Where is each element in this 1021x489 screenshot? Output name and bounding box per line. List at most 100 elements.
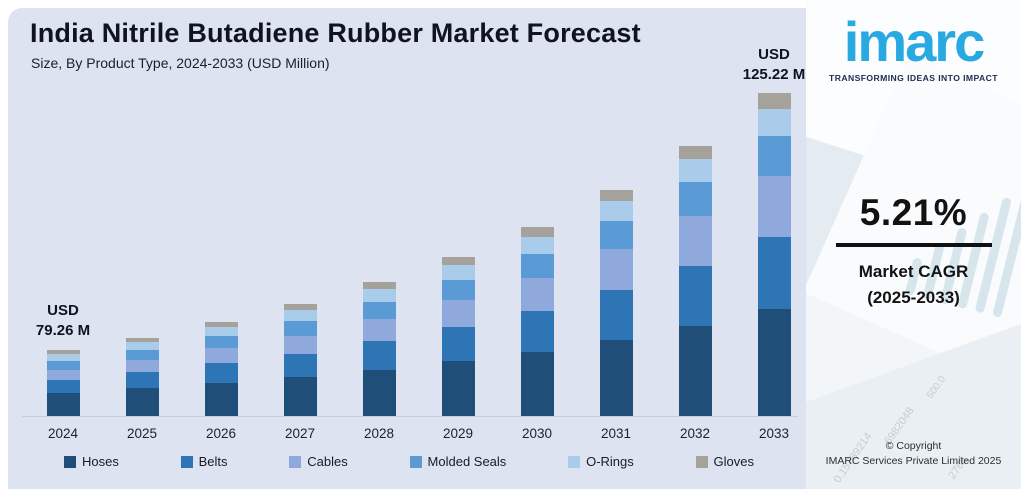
- x-axis-label-2024: 2024: [47, 426, 79, 441]
- segment-molded-seals-2025: [125, 350, 159, 360]
- segment-molded-seals-2028: [362, 302, 396, 319]
- bar-2031: [599, 190, 633, 416]
- segment-belts-2026: [204, 363, 238, 383]
- segment-o-rings-2026: [204, 327, 238, 336]
- value-label-2024-currency: USD: [47, 302, 79, 319]
- legend-label-o-rings: O-Rings: [586, 454, 634, 469]
- cagr-block: 5.21% Market CAGR (2025-2033): [806, 192, 1021, 310]
- segment-cables-2026: [204, 348, 238, 363]
- bar-2029: [441, 257, 475, 416]
- imarc-logo: imarc TRANSFORMING IDEAS INTO IMPACT: [806, 10, 1021, 84]
- plot-area: USD 79.26 M USD 125.22 M: [8, 8, 806, 417]
- segment-belts-2028: [362, 341, 396, 370]
- legend-item-belts: Belts: [180, 454, 228, 469]
- segment-molded-seals-2033: [757, 136, 791, 176]
- bar-2024: [46, 350, 80, 416]
- legend-swatch-molded-seals: [409, 455, 422, 468]
- segment-o-rings-2030: [520, 237, 554, 254]
- x-axis-label-2028: 2028: [363, 426, 395, 441]
- x-axis-label-2030: 2030: [521, 426, 553, 441]
- value-label-2024-amount: 79.26 M: [35, 321, 91, 339]
- segment-belts-2030: [520, 311, 554, 352]
- legend: Hoses Belts Cables Molded Seals O-Rings Glove…: [64, 454, 754, 469]
- segment-hoses-2027: [283, 377, 317, 416]
- segment-belts-2031: [599, 290, 633, 340]
- legend-label-molded-seals: Molded Seals: [427, 454, 507, 469]
- segment-gloves-2033: [757, 93, 791, 109]
- cagr-value: 5.21%: [859, 192, 968, 233]
- segment-hoses-2033: [757, 309, 791, 416]
- watermark-number: 500.0: [924, 374, 949, 401]
- bar-2025: [125, 338, 159, 416]
- x-axis: 2024 2025 2026 2027 2028 2029 2030 2031 2032 2033: [8, 424, 806, 444]
- cagr-label: Market CAGR: [858, 262, 969, 281]
- segment-hoses-2028: [362, 370, 396, 416]
- cagr-divider: [835, 243, 992, 247]
- segment-molded-seals-2026: [204, 336, 238, 348]
- segment-hoses-2032: [678, 326, 712, 416]
- x-axis-line: [22, 416, 798, 417]
- segment-molded-seals-2029: [441, 280, 475, 300]
- segment-cables-2033: [757, 176, 791, 237]
- x-axis-label-2032: 2032: [679, 426, 711, 441]
- segment-gloves-2026: [204, 322, 238, 327]
- imarc-logo-wordmark: imarc: [843, 10, 985, 73]
- segment-gloves-2030: [520, 227, 554, 237]
- cagr-period: (2025-2033): [867, 287, 960, 307]
- chart-subtitle: Size, By Product Type, 2024-2033 (USD Mi…: [31, 55, 330, 71]
- legend-label-belts: Belts: [198, 454, 228, 469]
- segment-gloves-2031: [599, 190, 633, 201]
- bar-2028: [362, 282, 396, 416]
- bar-2027: [283, 304, 317, 416]
- legend-swatch-cables: [289, 455, 302, 468]
- segment-gloves-2029: [441, 257, 475, 265]
- segment-gloves-2024: [46, 350, 80, 354]
- segment-cables-2032: [678, 216, 712, 266]
- segment-gloves-2028: [362, 282, 396, 289]
- segment-hoses-2031: [599, 340, 633, 416]
- segment-gloves-2032: [678, 146, 712, 159]
- copyright: © Copyright IMARC Services Private Limit…: [806, 440, 1021, 467]
- legend-swatch-o-rings: [568, 455, 581, 468]
- x-axis-label-2027: 2027: [284, 426, 316, 441]
- x-axis-label-2029: 2029: [442, 426, 474, 441]
- value-label-2033: USD 125.22 M: [743, 45, 806, 84]
- segment-molded-seals-2030: [520, 254, 554, 278]
- segment-o-rings-2028: [362, 289, 396, 302]
- x-axis-label-2033: 2033: [758, 426, 790, 441]
- segment-gloves-2025: [125, 338, 159, 342]
- x-axis-label-2031: 2031: [600, 426, 632, 441]
- segment-belts-2024: [46, 380, 80, 393]
- legend-swatch-belts: [180, 455, 193, 468]
- bar-2032: [678, 146, 712, 416]
- segment-cables-2028: [362, 319, 396, 341]
- bar-2033: [757, 93, 791, 416]
- legend-swatch-hoses: [64, 455, 76, 468]
- segment-belts-2032: [678, 266, 712, 326]
- segment-gloves-2027: [283, 304, 317, 310]
- bar-2030: [520, 227, 554, 416]
- legend-label-gloves: Gloves: [713, 454, 754, 469]
- legend-item-gloves: Gloves: [695, 454, 754, 469]
- bar-2026: [204, 322, 238, 416]
- segment-molded-seals-2031: [599, 221, 633, 249]
- legend-item-hoses: Hoses: [64, 454, 119, 469]
- segment-belts-2025: [125, 372, 159, 388]
- segment-o-rings-2033: [757, 109, 791, 136]
- legend-swatch-gloves: [695, 455, 708, 468]
- legend-label-hoses: Hoses: [82, 454, 119, 469]
- segment-cables-2029: [441, 300, 475, 327]
- segment-hoses-2029: [441, 361, 475, 416]
- segment-o-rings-2027: [283, 310, 317, 321]
- x-axis-label-2025: 2025: [126, 426, 158, 441]
- copyright-line2: IMARC Services Private Limited 2025: [825, 455, 1002, 467]
- value-label-2033-currency: USD: [758, 46, 790, 63]
- value-label-2024: USD 79.26 M: [36, 301, 90, 340]
- segment-belts-2029: [441, 327, 475, 361]
- chart-panel: India Nitrile Butadiene Rubber Market Fo…: [8, 8, 806, 489]
- segment-cables-2025: [125, 360, 159, 372]
- x-axis-label-2026: 2026: [205, 426, 237, 441]
- value-label-2033-amount: 125.22 M: [742, 65, 806, 83]
- legend-item-o-rings: O-Rings: [568, 454, 634, 469]
